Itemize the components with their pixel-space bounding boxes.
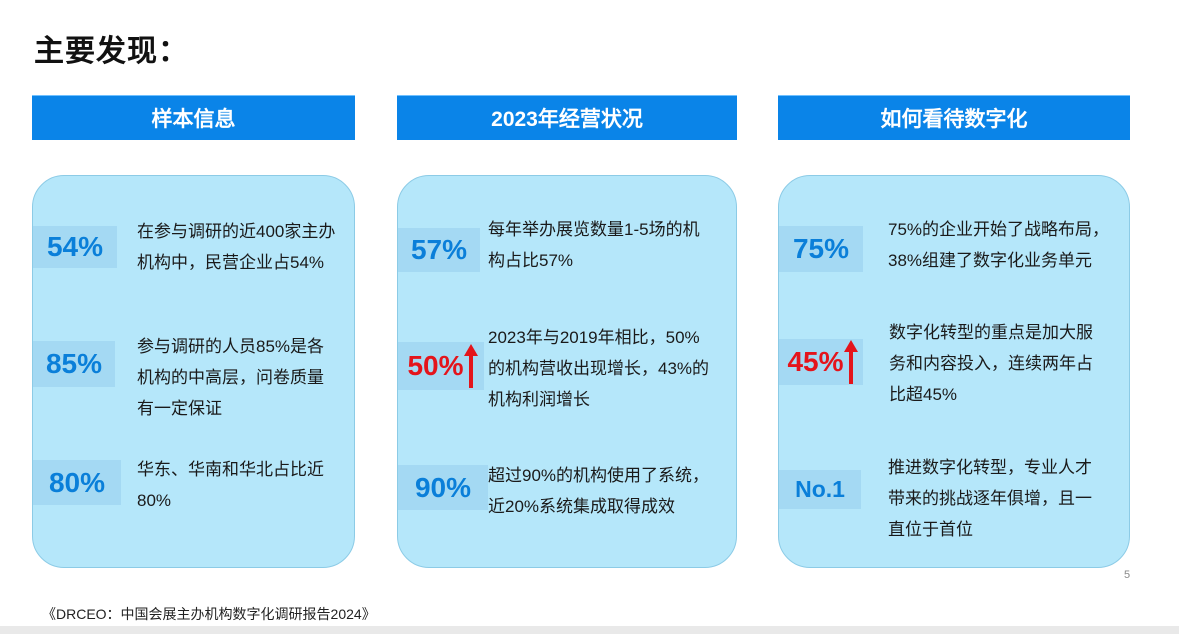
stat-value: 80% [48,466,106,498]
stat-badge: 45% [779,339,863,385]
stat-description: 推进数字化转型，专业人才 带来的挑战逐年俱增，且一 直位于首位 [888,452,1092,545]
desc-line: 超过90%的机构使用了系统， [488,466,710,485]
desc-line: 务和内容投入，连续两年占 [889,354,1093,373]
panel-digitalization-view: 75% 75%的企业开始了战略布局， 38%组建了数字化业务单元 45% 数字化… [778,175,1130,568]
stat-badge: 75% [779,226,863,272]
stat-badge: 90% [398,465,488,510]
stat-badge: 85% [33,341,115,387]
desc-line: 的机构营收出现增长，43%的 [488,359,710,378]
stat-badge: 57% [398,228,480,272]
stat-description: 参与调研的人员85%是各 机构的中高层，问卷质量 有一定保证 [137,331,324,424]
stat-value: 54% [46,231,104,262]
stat-value: No.1 [795,476,845,502]
desc-line: 机构中，民营企业占54% [137,253,325,272]
desc-line: 带来的挑战逐年俱增，且一 [888,489,1092,508]
panel-2023-operations: 57% 每年举办展览数量1-5场的机 构占比57% 50% 2023年与2019… [397,175,737,568]
desc-line: 直位于首位 [888,520,973,539]
stat-value: 90% [414,471,472,503]
stat-description: 75%的企业开始了战略布局， 38%组建了数字化业务单元 [888,214,1109,276]
stat-description: 在参与调研的近400家主办 机构中，民营企业占54% [137,216,335,278]
stat-badge: 50% [398,342,484,390]
stat-value: 85% [45,348,103,379]
desc-line: 机构的中高层，问卷质量 [137,368,324,387]
stat-badge: No.1 [779,470,861,509]
stat-description: 数字化转型的重点是加大服 务和内容投入，连续两年占 比超45% [889,317,1093,410]
desc-line: 华东、华南和华北占比近 [137,460,324,479]
desc-line: 有一定保证 [137,399,222,418]
desc-line: 比超45% [889,385,958,404]
stat-value: 57% [410,234,468,265]
desc-line: 2023年与2019年相比，50% [488,328,700,347]
stat-value: 75% [792,233,850,264]
stat-description: 华东、华南和华北占比近 80% [137,454,324,516]
desc-line: 推进数字化转型，专业人才 [888,458,1092,477]
desc-line: 构占比57% [488,251,574,270]
up-arrow-icon [843,340,858,384]
source-citation: 《DRCEO：中国会展主办机构数字化调研报告2024》 [42,606,376,622]
column-header-2023-operations: 2023年经营状况 [397,95,737,140]
desc-line: 每年举办展览数量1-5场的机 [488,220,700,239]
page-number: 5 [1124,569,1131,581]
up-arrow-icon [463,344,478,388]
stat-value: 50% [407,350,464,381]
desc-line: 数字化转型的重点是加大服 [889,323,1093,342]
desc-line: 近20%系统集成取得成效 [488,497,676,516]
desc-line: 80% [137,491,172,510]
stat-badge: 54% [33,226,117,268]
column-header-digitalization-view: 如何看待数字化 [778,95,1130,140]
desc-line: 参与调研的人员85%是各 [137,337,325,356]
stat-badge: 80% [33,460,121,505]
stat-description: 2023年与2019年相比，50% 的机构营收出现增长，43%的 机构利润增长 [488,322,709,415]
stat-description: 超过90%的机构使用了系统， 近20%系统集成取得成效 [488,460,709,522]
page-title: 主要发现： [34,35,189,68]
stat-description: 每年举办展览数量1-5场的机 构占比57% [488,214,700,276]
column-header-sample-info: 样本信息 [32,95,355,140]
bottom-scrollbar-track [0,626,1179,634]
desc-line: 75%的企业开始了战略布局， [888,220,1110,239]
stat-value: 45% [787,346,844,377]
panel-sample-info: 54% 在参与调研的近400家主办 机构中，民营企业占54% 85% 参与调研的… [32,175,355,568]
desc-line: 38%组建了数字化业务单元 [888,251,1093,270]
desc-line: 机构利润增长 [488,390,590,409]
desc-line: 在参与调研的近400家主办 [137,222,336,241]
